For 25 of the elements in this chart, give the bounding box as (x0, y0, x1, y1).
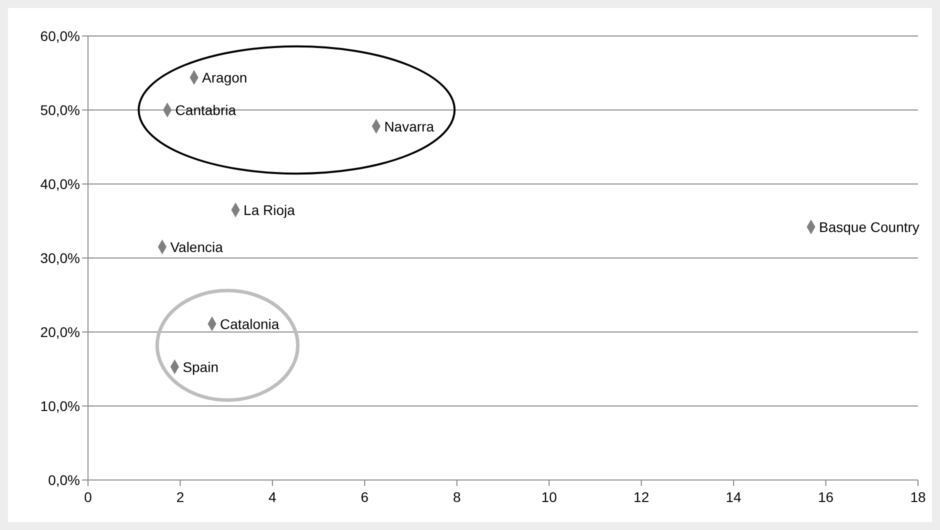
annotation: La Rioja (244, 202, 296, 218)
annotation: Cantabria (175, 102, 236, 118)
x-tick-label: 4 (268, 489, 277, 505)
x-tick-label: 8 (452, 489, 461, 505)
annotation: Spain (182, 358, 218, 375)
y-tick-label: 20,0% (40, 324, 80, 340)
y-tick-label: 50,0% (40, 102, 80, 118)
y-tick-label: 0,0% (48, 472, 80, 488)
y-tick-label: 30,0% (40, 250, 80, 266)
annotation: Aragon (202, 69, 248, 86)
y-tick-label: 40,0% (40, 176, 80, 192)
y-tick-label: 10,0% (40, 398, 80, 414)
x-tick-label: 0 (84, 489, 92, 505)
x-tick-label: 12 (634, 489, 650, 505)
annotation: Basque Country (819, 218, 920, 235)
x-tick-label: 16 (818, 489, 834, 505)
x-tick-label: 18 (910, 489, 926, 505)
annotation: Navarra (384, 118, 434, 134)
x-tick-label: 14 (726, 489, 742, 505)
annotation: Catalonia (220, 316, 280, 332)
annotation: Valencia (170, 238, 224, 255)
y-tick-label: 60,0% (40, 28, 80, 44)
x-tick-label: 6 (360, 489, 369, 505)
x-tick-label: 10 (541, 489, 558, 505)
x-tick-label: 2 (176, 489, 184, 505)
